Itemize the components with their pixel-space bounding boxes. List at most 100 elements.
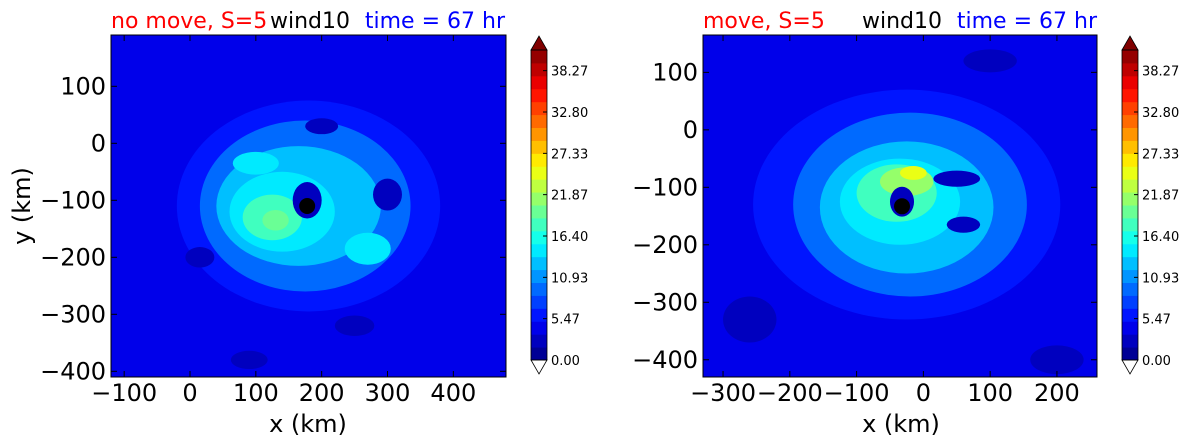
x-tick-label: 100 xyxy=(233,379,279,407)
colorbar-extend-min xyxy=(530,359,548,375)
x-tick-label: −200 xyxy=(757,379,823,407)
colorbar-segment xyxy=(1122,205,1138,219)
x-tick-label: −100 xyxy=(91,379,157,407)
colorbar-segment xyxy=(531,88,547,103)
storm-center-marker xyxy=(299,198,316,214)
y-tick-labels: 100 0 −100 −200 −300 −400 xyxy=(40,72,506,385)
colorbar-segment xyxy=(1122,140,1138,154)
colorbar-segment xyxy=(531,140,547,154)
y-tick-label: 100 xyxy=(60,72,106,100)
colorbar-tick-label: 16.40 xyxy=(1142,230,1179,245)
colorbar-segment xyxy=(531,295,547,309)
colorbar-segment xyxy=(1122,101,1138,116)
y-axis-label: y (km) xyxy=(8,167,36,245)
colorbar-segment xyxy=(1122,192,1138,206)
colorbar-tick-label: 16.40 xyxy=(551,230,588,245)
colorbar-segment xyxy=(531,62,547,77)
colorbar-segment xyxy=(531,75,547,90)
y-tick-label: −400 xyxy=(632,346,698,374)
colorbar-segment xyxy=(1122,243,1138,258)
x-tick-label: 0 xyxy=(916,379,931,407)
colorbar-tick-label: 5.47 xyxy=(1142,313,1171,328)
colorbar-tick-label: 32.80 xyxy=(551,106,588,121)
colorbar-segment xyxy=(531,114,547,128)
colorbar-segment xyxy=(531,269,547,283)
panel-move: move, S=5 wind10 time = 67 hr −300 −200 −1… xyxy=(632,9,1179,438)
y-tick-label: 100 xyxy=(652,58,698,86)
colorbar-segment xyxy=(531,101,547,116)
title-left: move, S=5 xyxy=(703,9,825,34)
colorbar-tick-label: 0.00 xyxy=(1142,354,1171,369)
colorbar-segment xyxy=(1122,127,1138,141)
colorbar-segment xyxy=(1122,217,1138,232)
colorbar-tick-label: 0.00 xyxy=(551,354,580,369)
colorbar-segment xyxy=(531,179,547,193)
low-wind-region xyxy=(305,118,339,135)
colorbar-segment xyxy=(531,334,547,348)
y-tick-label: −300 xyxy=(632,288,698,316)
colorbar-tick-label: 27.33 xyxy=(551,147,588,162)
colorbar-segment xyxy=(1122,295,1138,309)
x-tick-label: 200 xyxy=(299,379,345,407)
colorbar-tick-label: 21.87 xyxy=(551,189,588,204)
colorbar-segment xyxy=(531,243,547,258)
colorbar-segment xyxy=(531,166,547,180)
title-right: time = 67 hr xyxy=(365,9,506,34)
y-tick-label: −100 xyxy=(632,173,698,201)
title-center: wind10 xyxy=(862,9,942,34)
colorbar-tick-label: 5.47 xyxy=(551,313,580,328)
x-tick-label: 100 xyxy=(967,379,1013,407)
heatmap-plot xyxy=(702,34,1098,378)
colorbar-segment xyxy=(1122,75,1138,90)
low-wind-region xyxy=(230,350,268,370)
x-tick-label: 0 xyxy=(182,379,197,407)
low-wind-region xyxy=(963,49,1017,73)
colorbar-segment xyxy=(1122,230,1138,245)
x-tick-label: −300 xyxy=(690,379,756,407)
low-wind-region xyxy=(946,216,981,233)
colorbar-segment xyxy=(531,321,547,335)
y-tick-labels: 100 0 −100 −200 −300 −400 xyxy=(632,58,1097,374)
colorbar-tick-label: 38.27 xyxy=(1142,65,1179,80)
colorbar-segment xyxy=(1122,308,1138,322)
contour-region xyxy=(344,232,391,265)
x-tick-labels: −300 −200 −100 0 100 200 xyxy=(690,35,1080,407)
colorbar-frame xyxy=(1121,49,1139,361)
colorbar-segment xyxy=(1122,62,1138,77)
colorbar: 0.00 5.47 10.93 16.40 21.87 27.33 32.80 38.27 xyxy=(1121,35,1179,375)
title-right: time = 67 hr xyxy=(957,9,1098,34)
colorbar-segment xyxy=(1122,282,1138,296)
x-axis-label: x (km) xyxy=(862,410,940,438)
colorbar-tick-label: 10.93 xyxy=(1142,271,1179,286)
colorbar-tick-label: 32.80 xyxy=(1142,106,1179,121)
colorbar-segment xyxy=(1122,88,1138,103)
contour-region xyxy=(900,166,927,180)
colorbar: 0.00 5.47 10.93 16.40 21.87 27.33 32.80 38.27 xyxy=(530,35,588,375)
colorbar-segment xyxy=(1122,256,1138,271)
colorbar-segment xyxy=(531,127,547,141)
colorbar-segment xyxy=(531,230,547,245)
low-wind-region xyxy=(185,247,215,268)
colorbar-segment xyxy=(531,308,547,322)
title-center: wind10 xyxy=(270,9,350,34)
colorbar-segment xyxy=(1122,114,1138,128)
colorbar-segment xyxy=(531,282,547,296)
title-left: no move, S=5 xyxy=(111,9,267,34)
y-tick-label: −400 xyxy=(40,357,106,385)
colorbar-extend-max xyxy=(530,35,548,51)
storm-center-marker xyxy=(894,198,911,215)
x-axis-label: x (km) xyxy=(269,410,347,438)
x-tick-label: 300 xyxy=(365,379,411,407)
colorbar-segment xyxy=(531,347,547,361)
low-wind-region xyxy=(1030,345,1084,375)
colorbar-segment xyxy=(1122,50,1138,64)
y-tick-label: −200 xyxy=(40,243,106,271)
colorbar-segment xyxy=(531,256,547,271)
contour-region xyxy=(232,151,279,175)
x-tick-label: 200 xyxy=(1034,379,1080,407)
low-wind-region xyxy=(933,170,981,187)
colorbar-extend-max xyxy=(1121,35,1139,51)
low-wind-region xyxy=(723,296,777,343)
x-tick-label: −100 xyxy=(824,379,890,407)
